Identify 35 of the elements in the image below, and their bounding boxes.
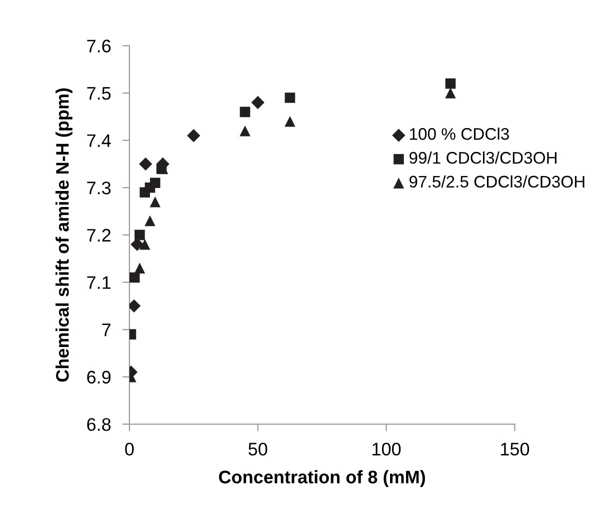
- y-tick-label: 7.6: [87, 40, 111, 52]
- x-tick-label: 150: [501, 442, 530, 456]
- y-tick-label: 6.8: [87, 418, 111, 431]
- point: [129, 272, 140, 283]
- point: [134, 262, 146, 274]
- legend-label: 100 % CDCl3: [410, 128, 509, 140]
- point: [445, 88, 456, 98]
- legend-label: 99/1 CDCl3/CD3OH: [409, 151, 556, 164]
- point: [251, 96, 264, 110]
- y-tick-label: 7.3: [87, 182, 111, 194]
- point: [139, 157, 152, 171]
- point: [445, 78, 456, 89]
- y-axis-title: Chemical shift of amide N-H (ppm): [56, 88, 72, 382]
- x-tick-label: 100: [372, 442, 401, 456]
- y-tick-label: 7.2: [87, 228, 110, 242]
- y-tick-label: 7.1: [87, 276, 110, 289]
- y-tick-label: 7: [102, 324, 110, 336]
- point: [284, 116, 296, 127]
- point: [284, 92, 296, 103]
- point: [240, 106, 250, 118]
- point: [129, 299, 141, 312]
- point: [144, 215, 156, 226]
- point: [240, 125, 250, 136]
- y-tick-label: 7.4: [87, 134, 111, 147]
- point: [187, 129, 200, 142]
- point: [150, 178, 160, 188]
- x-tick-label: 50: [248, 442, 268, 456]
- point: [134, 230, 145, 240]
- y-tick-label: 6.9: [87, 370, 111, 384]
- y-tick-label: 7.5: [87, 87, 111, 100]
- x-tick-label: 0: [125, 442, 134, 456]
- legend-label: 97.5/2.5 CDCl3/CD3OH: [409, 175, 584, 188]
- point: [150, 196, 160, 208]
- point: [139, 239, 150, 250]
- x-axis-title: Concentration of 8 (mM): [219, 470, 425, 488]
